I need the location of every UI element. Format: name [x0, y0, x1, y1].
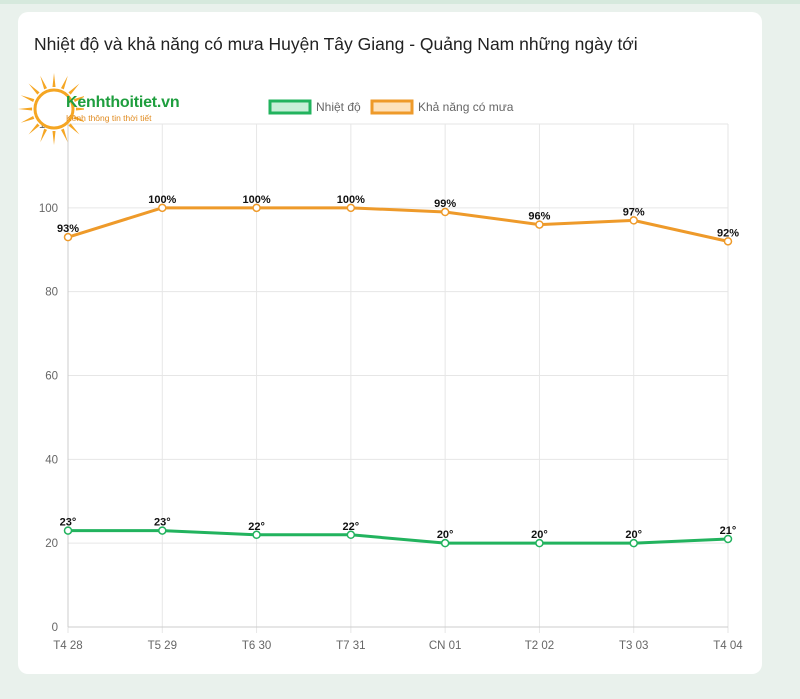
temperature-point	[629, 538, 638, 548]
site-logo[interactable]: Kenhthoitiet.vn Kênh thông tin thời tiết	[14, 64, 204, 154]
chart-title: Nhiệt độ và khả năng có mưa Huyện Tây Gi…	[34, 34, 638, 54]
logo-tagline: Kênh thông tin thời tiết	[66, 113, 152, 123]
top-bar	[0, 0, 800, 4]
rain-point	[346, 203, 356, 213]
temperature-point	[63, 526, 73, 535]
rain-data-label: 93%	[57, 223, 79, 235]
rain-point	[252, 203, 261, 213]
x-tick-label: T4 04	[713, 640, 743, 652]
sun-icon	[18, 73, 84, 145]
rain-point	[629, 216, 638, 225]
temperature-data-label: 22°	[248, 521, 265, 533]
rain-point	[63, 232, 73, 242]
y-tick-label: 60	[45, 371, 58, 383]
series-line-rain	[67, 206, 729, 243]
rain-point	[723, 237, 733, 246]
y-tick-label: 20	[45, 538, 58, 550]
temperature-data-label: 20°	[625, 529, 642, 541]
temperature-data-label: 23°	[60, 517, 77, 529]
temperature-point	[158, 526, 167, 535]
series-line-temperature	[68, 529, 729, 545]
legend-swatch-rain	[370, 99, 414, 115]
temperature-data-label: 21°	[720, 525, 737, 537]
temperature-point	[346, 530, 356, 540]
temperature-point	[440, 538, 450, 548]
legend-label-temperature: Nhiệt độ	[316, 100, 361, 114]
rain-data-label: 100%	[337, 194, 365, 206]
legend-swatch-temperature	[268, 99, 312, 115]
x-tick-label: T3 03	[619, 640, 648, 652]
x-tick-label: T2 02	[525, 640, 554, 652]
rain-data-label: 100%	[148, 194, 176, 206]
rain-data-label: 97%	[623, 206, 645, 218]
y-tick-label: 100	[39, 203, 58, 215]
x-tick-label: T4 28	[53, 640, 82, 652]
rain-data-label: 99%	[434, 198, 456, 210]
rain-data-label: 92%	[717, 227, 739, 239]
temperature-point	[535, 538, 544, 548]
temperature-point	[252, 530, 261, 540]
temperature-point	[723, 534, 733, 544]
y-tick-label: 80	[45, 287, 58, 299]
logo-name: Kenhthoitiet.vn	[66, 94, 180, 111]
temperature-data-label: 23°	[154, 517, 171, 529]
legend-label-rain: Khả năng có mưa	[418, 100, 514, 114]
rain-point	[535, 220, 544, 229]
temperature-data-label: 20°	[531, 529, 548, 541]
rain-data-label: 96%	[528, 211, 550, 223]
temperature-data-label: 22°	[343, 521, 360, 533]
chart-card	[18, 12, 762, 674]
x-tick-label: T6 30	[242, 640, 271, 652]
rain-point	[158, 203, 167, 213]
y-tick-label: 40	[45, 454, 58, 466]
rain-point	[440, 207, 450, 217]
x-tick-label: CN 01	[429, 640, 462, 652]
y-tick-label: 0	[52, 622, 58, 634]
rain-data-label: 100%	[243, 194, 271, 206]
x-tick-label: T7 31	[336, 640, 365, 652]
x-tick-label: T5 29	[148, 640, 177, 652]
temperature-data-label: 20°	[437, 529, 454, 541]
